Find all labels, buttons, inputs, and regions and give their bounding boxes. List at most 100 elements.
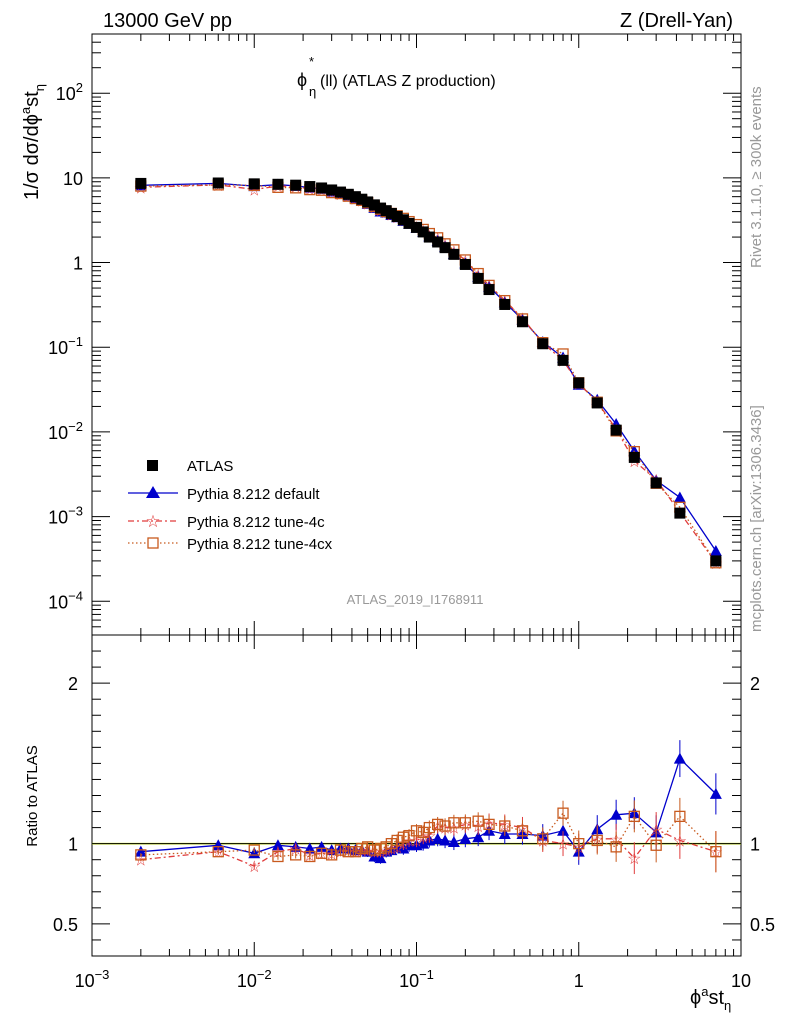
y-tick-label: 10−4 xyxy=(48,588,83,612)
y-tick-label: 10 xyxy=(63,169,83,189)
x-tick-label: 10−1 xyxy=(399,967,434,991)
atlas-point xyxy=(628,451,640,463)
svg-text:Pythia 8.212 tune-4cx: Pythia 8.212 tune-4cx xyxy=(187,536,333,553)
tune4cx-point xyxy=(448,817,460,829)
data-layer: ☆ ☆☆☆☆ ☆ ☆☆☆☆☆☆☆☆☆☆☆☆☆☆☆☆☆☆☆☆☆☆☆☆ ☆ ☆☆ ☆ ☆ ☆ ☆☆☆☆… xyxy=(92,177,741,876)
tune4cx-point xyxy=(423,821,435,834)
default-point xyxy=(212,839,225,851)
atlas-point xyxy=(439,242,451,254)
title-rest: (ll) (ATLAS Z production) xyxy=(320,73,496,90)
tune4cx-point xyxy=(290,849,302,861)
ratio-ylabel: Ratio to ATLAS xyxy=(24,745,41,846)
atlas-point xyxy=(248,178,260,190)
x-tick-label: 10−2 xyxy=(237,967,272,991)
tune4cx-point xyxy=(557,807,569,819)
header-left: 13000 GeV pp xyxy=(103,10,232,32)
ratio-tick-label: 0.5 xyxy=(53,915,78,935)
axes-layer: 10−3 10−2 10−1 1 10 10−4 10−3 10−2 10−1 1 10 102 0.5… xyxy=(48,33,775,991)
ratio-tick-label-right: 1 xyxy=(750,835,760,855)
legend-tune4cx: Pythia 8.212 tune-4cx xyxy=(128,536,333,553)
atlas-point xyxy=(135,177,147,189)
default-point xyxy=(271,839,284,851)
atlas-point xyxy=(557,354,569,366)
tune4c-point: ☆ xyxy=(556,837,570,854)
atlas-point xyxy=(448,248,460,260)
tune4c-point: ☆ xyxy=(673,833,687,850)
atlas-point xyxy=(417,226,429,238)
title-phi: ϕ xyxy=(297,70,307,90)
atlas-point xyxy=(304,181,316,193)
default-point xyxy=(374,852,387,864)
atlas-point xyxy=(212,177,224,189)
default-point xyxy=(673,752,686,764)
mcplots-label: mcplots.cern.ch [arXiv:1306.3436] xyxy=(748,405,765,632)
atlas-point xyxy=(349,191,361,203)
ratio-tick-label: 1 xyxy=(68,835,78,855)
tune4cx-point xyxy=(397,831,410,843)
y-axis-label: 1/σ dσ/dϕastη xyxy=(18,84,47,200)
default-point xyxy=(303,842,316,854)
atlas-point xyxy=(334,186,346,198)
legend-default: Pythia 8.212 default xyxy=(128,486,320,503)
tune4cx-point xyxy=(439,820,451,832)
ratio-series-line-3 xyxy=(140,812,717,858)
atlas-point xyxy=(710,555,722,567)
ratio-tick-label-right: 2 xyxy=(750,674,760,694)
atlas-point xyxy=(316,182,328,194)
y-tick-label: 10−3 xyxy=(48,504,83,528)
atlas-point xyxy=(432,236,444,248)
tune4cx-point xyxy=(628,810,640,823)
title-sup: * xyxy=(309,54,314,69)
tune4cx-point xyxy=(342,846,354,858)
atlas-point xyxy=(591,397,603,409)
tune4cx-point xyxy=(431,818,444,831)
svg-text:Pythia 8.212 tune-4c: Pythia 8.212 tune-4c xyxy=(187,514,325,531)
atlas-point xyxy=(573,377,585,389)
atlas-point xyxy=(499,298,511,310)
svg-text:1/σ dσ/dϕastη: 1/σ dσ/dϕastη xyxy=(18,84,47,200)
atlas-point xyxy=(362,196,374,208)
plot-title: ϕ * η (ll) (ATLAS Z production) xyxy=(297,54,496,99)
tune4c-point: ☆ xyxy=(134,853,148,870)
svg-text:Pythia 8.212 default: Pythia 8.212 default xyxy=(187,486,320,503)
x-tick-label: 10 xyxy=(731,971,751,991)
y-tick-label: 10−1 xyxy=(48,334,83,358)
tune4cx-point xyxy=(410,825,423,837)
atlas-point xyxy=(368,199,380,211)
svg-text:☆: ☆ xyxy=(145,512,160,531)
default-point xyxy=(472,831,485,843)
atlas-point xyxy=(423,231,435,243)
tune4cx-point xyxy=(272,850,284,863)
ratio-frame xyxy=(91,634,742,957)
tune4cx-point xyxy=(516,825,529,837)
atlas-point xyxy=(272,178,284,190)
header-right: Z (Drell-Yan) xyxy=(620,10,733,32)
atlas-point xyxy=(326,184,338,196)
default-point xyxy=(709,787,722,799)
atlas-point xyxy=(650,477,662,489)
atlas-point xyxy=(391,210,403,222)
tune4cx-point xyxy=(710,846,722,858)
default-point xyxy=(431,832,444,844)
tune4cx-point xyxy=(573,838,585,850)
tune4cx-point xyxy=(349,846,362,858)
tune4cx-point xyxy=(304,850,316,863)
title-sub: η xyxy=(309,84,316,99)
tune4cx-point xyxy=(483,818,495,831)
default-point xyxy=(447,836,460,848)
tune4cx-point xyxy=(459,817,471,829)
atlas-point xyxy=(459,258,471,270)
x-tick-label: 10−3 xyxy=(75,967,110,991)
tune4cx-point xyxy=(591,834,603,847)
tune4cx-point xyxy=(499,820,511,832)
tune4cx-point xyxy=(650,839,662,851)
atlas-point xyxy=(610,424,622,436)
tune4c-point: ☆ xyxy=(627,851,641,868)
atlas-point xyxy=(674,507,686,519)
tune4cx-point xyxy=(356,842,368,855)
atlas-point xyxy=(375,202,387,214)
tune4cx-point xyxy=(368,844,381,856)
tune4cx-point xyxy=(385,838,398,850)
atlas-point xyxy=(356,193,368,205)
